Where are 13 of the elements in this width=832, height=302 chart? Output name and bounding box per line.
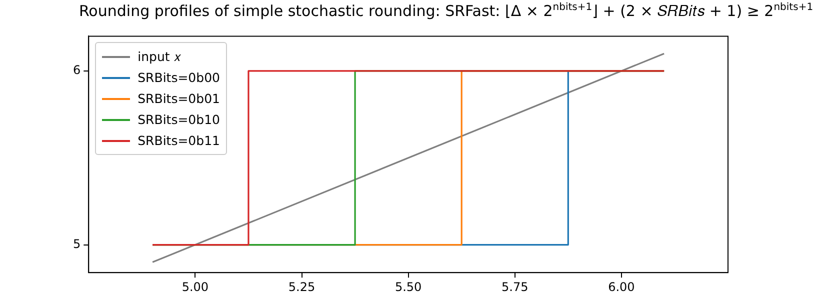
legend-label: input 𝑥 bbox=[138, 48, 181, 65]
chart-title: Rounding profiles of simple stochastic rounding: SRFast: ⌊Δ × 2$^{nbits+1}$⌋ + (2 × 𝑆𝑅𝐵𝑖𝑡𝑠 + 1) ≥ 2$^{nbits+1}$ bbox=[78, 2, 814, 20]
legend-label: SRBits=0b11 bbox=[138, 133, 220, 148]
y-tick-label: 5 bbox=[72, 236, 81, 251]
x-tick-label: 5.00 bbox=[182, 280, 209, 294]
legend-label: SRBits=0b10 bbox=[138, 112, 220, 128]
legend-label: SRBits=0b00 bbox=[138, 70, 220, 86]
y-tick-label: 6 bbox=[72, 63, 81, 78]
x-tick-label: 5.25 bbox=[288, 280, 316, 294]
legend-label: SRBits=0b01 bbox=[138, 91, 220, 106]
x-tick-label: 5.50 bbox=[394, 280, 422, 294]
x-tick-label: 6.00 bbox=[608, 280, 635, 294]
x-tick-label: 5.75 bbox=[502, 280, 528, 294]
